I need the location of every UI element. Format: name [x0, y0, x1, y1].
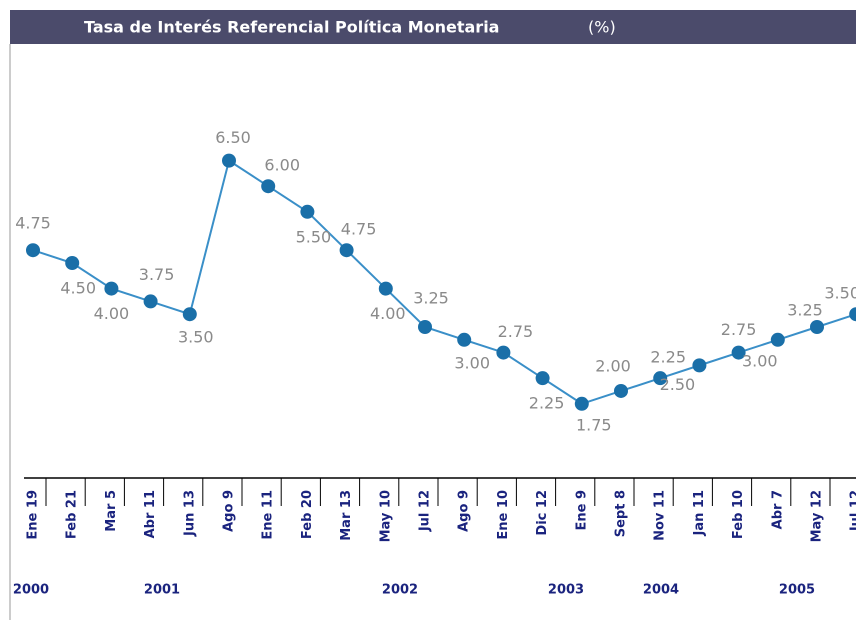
value-label: 2.50 [660, 375, 696, 394]
title-bar [10, 10, 856, 44]
value-label: 2.25 [529, 394, 565, 413]
x-tick-label: Nov 11 [653, 490, 668, 541]
x-tick-label: Sept 8 [614, 490, 629, 537]
year-label: 2004 [643, 583, 679, 598]
year-label: 2002 [382, 583, 418, 598]
point [849, 307, 856, 322]
point [261, 179, 276, 194]
x-tick-label: Jan 11 [692, 490, 707, 536]
point [614, 383, 628, 398]
title-unit: (%) [588, 18, 616, 37]
value-label: 3.75 [139, 265, 175, 284]
point [653, 371, 668, 386]
point [418, 319, 432, 334]
value-label: 3.25 [413, 288, 449, 307]
x-tick-label: Ago 9 [457, 490, 472, 532]
value-label: 4.50 [60, 279, 96, 298]
x-tick-label: Ene 19 [26, 490, 41, 540]
point [65, 256, 80, 270]
x-tick-label: Feb 20 [300, 490, 315, 539]
x-tick-label: Dic 12 [535, 490, 550, 536]
point [692, 358, 707, 373]
value-label: 3.50 [824, 284, 856, 303]
x-tick-label: Abr 11 [143, 490, 158, 538]
x-tick-label: Mar 5 [104, 490, 119, 532]
x-tick-label: May 10 [378, 490, 393, 542]
value-label: 2.75 [721, 320, 757, 339]
x-tick-label: May 12 [810, 490, 825, 542]
value-label: 3.25 [787, 300, 823, 319]
x-tick-label: Jul 12 [849, 490, 856, 532]
point [496, 345, 511, 360]
point [810, 319, 824, 334]
value-label: 2.00 [595, 356, 631, 375]
year-label: 2001 [144, 583, 180, 598]
chart-title: Tasa de Interés Referencial Política Mon… [84, 18, 499, 37]
x-tick-label: Jul 12 [418, 490, 433, 532]
point [182, 307, 197, 322]
value-label: 4.75 [341, 220, 377, 239]
year-label: 2000 [13, 583, 49, 598]
point [574, 396, 589, 411]
x-tick-label: Ene 11 [261, 490, 276, 540]
value-label: 6.50 [215, 128, 251, 147]
value-label: 6.00 [264, 156, 300, 175]
x-tick-label: Mar 13 [339, 490, 354, 541]
point [535, 371, 550, 386]
value-label: 2.75 [498, 322, 534, 341]
point [300, 204, 315, 219]
point [143, 294, 158, 309]
point [222, 153, 236, 168]
line-series [32, 159, 856, 405]
value-label: 3.00 [742, 351, 778, 370]
value-label: 3.00 [454, 353, 490, 372]
x-tick-label: Ene 10 [496, 490, 511, 540]
value-label: 5.50 [296, 227, 332, 246]
point [731, 345, 746, 360]
x-tick-label: Ago 9 [222, 490, 237, 532]
point [26, 243, 40, 258]
year-label: 2005 [779, 583, 815, 598]
x-tick-label: Jun 13 [182, 490, 197, 537]
value-label: 4.00 [370, 304, 406, 323]
x-tick-label: Feb 10 [731, 490, 746, 539]
x-tick-label: Abr 7 [770, 490, 785, 529]
value-label: 3.50 [178, 328, 214, 347]
value-label: 1.75 [576, 415, 612, 434]
year-label: 2003 [548, 583, 584, 598]
value-label: 4.00 [94, 304, 130, 323]
point [378, 281, 393, 296]
point [457, 332, 472, 347]
value-label: 2.25 [650, 348, 686, 367]
point [339, 243, 354, 258]
x-tick-label: Ene 9 [574, 490, 589, 531]
value-label: 4.75 [15, 214, 51, 233]
point [104, 281, 119, 296]
point [770, 332, 785, 347]
x-tick-label: Feb 21 [65, 490, 80, 539]
